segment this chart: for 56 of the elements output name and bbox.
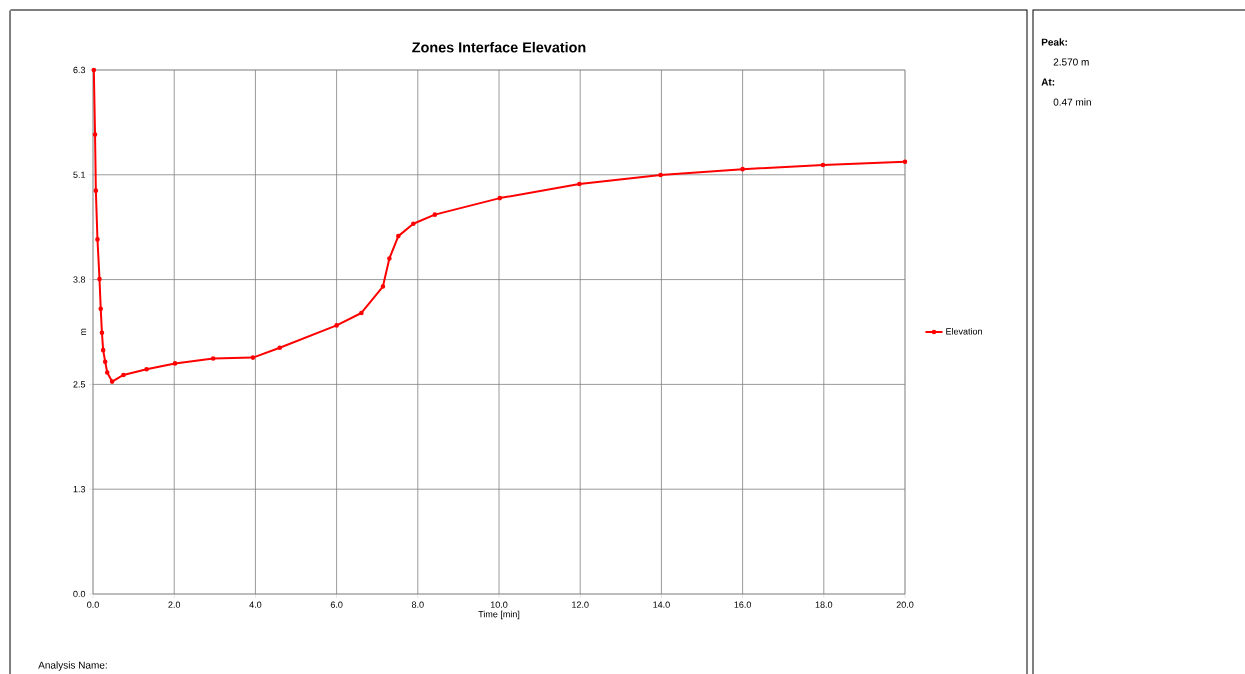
point [99,330,105,336]
y-axis-title: m [81,328,87,336]
text: Peak: [1041,38,1067,46]
point [577,181,582,187]
point [387,256,392,261]
x-tick-label: 0.0 [87,601,99,608]
text: 0.47 min [1053,98,1091,106]
point [380,284,386,289]
x-tick-label: 16.0 [734,601,752,608]
point [411,221,416,227]
point [93,188,99,193]
point [92,132,98,137]
point [396,233,401,239]
point [95,237,100,242]
point [658,172,663,178]
point [97,276,102,282]
point [100,347,106,353]
x-tick-label: 8.0 [411,601,424,608]
point [740,166,745,172]
point [497,195,503,201]
point [820,162,826,168]
x-tick-label: 2.0 [168,601,181,608]
y-tick-label: 0.0 [73,590,86,598]
x-tick-label: 18.0 [815,601,833,608]
y-tick-label: 1.3 [73,486,86,493]
x-tick-label: 12.0 [572,601,589,608]
chart-title: Zones Interface Elevation [412,41,586,53]
x-tick-label: 4.0 [249,601,262,608]
y-tick-label: 2.5 [73,381,86,388]
point [359,310,364,316]
x-tick-label: 6.0 [330,601,343,608]
y-tick-label: 6.3 [73,66,86,74]
text: At: [1041,78,1055,86]
point [334,323,339,328]
point [104,370,110,375]
x-axis-title: Time [min] [478,610,520,620]
point [144,366,149,372]
point [172,361,178,366]
text: Analysis Name: [38,661,107,671]
point [109,379,115,384]
point [250,355,256,360]
y-tick-label: 5.1 [73,171,86,178]
text: 2.570 m [1053,58,1089,66]
point [277,345,283,350]
x-tick-label: 14.0 [653,601,670,608]
point [91,67,97,73]
point [102,359,108,365]
x-tick-label: 10.0 [490,601,508,608]
x-tick-label: 20.0 [896,601,914,608]
point [98,306,104,312]
point [210,356,216,361]
legend-label: Elevation [946,327,982,335]
point [121,372,126,378]
point [432,212,438,217]
point [902,159,908,165]
y-tick-label: 3.8 [73,276,86,283]
